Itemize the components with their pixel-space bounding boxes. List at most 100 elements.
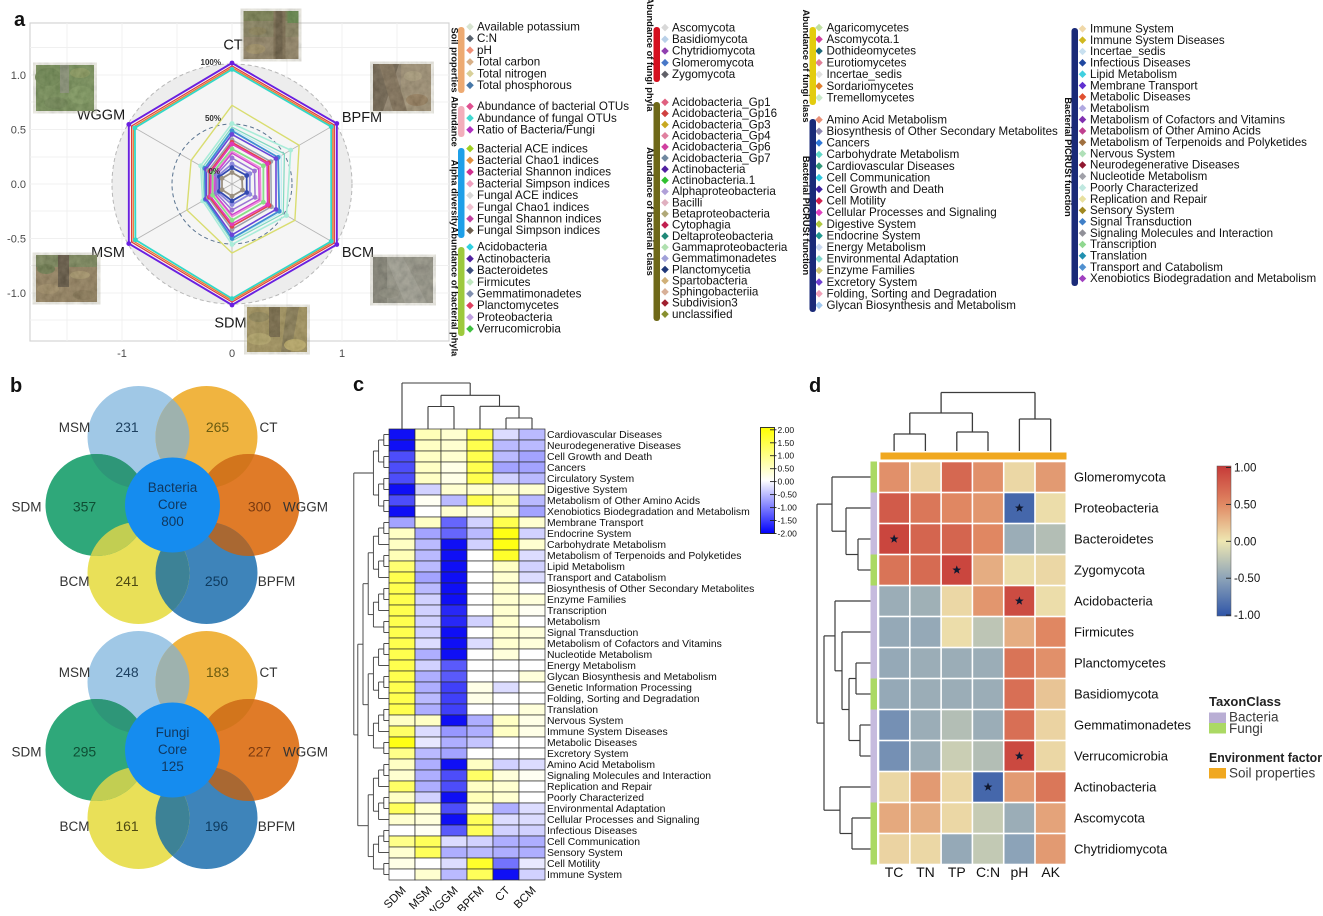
svg-text:Planctomycetia: Planctomycetia [672, 263, 751, 276]
svg-text:Endocrine System: Endocrine System [827, 229, 921, 242]
svg-text:CT: CT [260, 420, 278, 435]
svg-text:Membrane Transport: Membrane Transport [547, 518, 644, 529]
svg-text:BPFM: BPFM [258, 574, 296, 589]
svg-text:SDM: SDM [214, 316, 246, 332]
svg-text:CT: CT [260, 665, 278, 680]
svg-text:Metabolism: Metabolism [547, 617, 600, 628]
svg-text:1.50: 1.50 [778, 438, 795, 448]
svg-text:1.00: 1.00 [1234, 463, 1256, 475]
svg-text:Metabolism of Terpenoids and P: Metabolism of Terpenoids and Polyketides [547, 551, 741, 562]
svg-text:Glomeromycota: Glomeromycota [1074, 470, 1167, 485]
svg-text:TN: TN [916, 864, 935, 880]
svg-text:SDM: SDM [12, 745, 42, 760]
svg-text:Environmental Adaptation: Environmental Adaptation [827, 253, 959, 266]
svg-text:Abundance: Abundance [450, 96, 460, 147]
svg-text:0.00: 0.00 [1234, 536, 1256, 548]
svg-text:Tremellomycetes: Tremellomycetes [827, 92, 915, 105]
svg-text:196: 196 [205, 818, 229, 834]
svg-text:Alpha diversity: Alpha diversity [450, 160, 460, 227]
svg-text:-1.00: -1.00 [1234, 610, 1260, 622]
svg-text:Fungal ACE indices: Fungal ACE indices [477, 189, 578, 202]
svg-text:Biosynthesis of Other Secondar: Biosynthesis of Other Secondary Metaboli… [827, 125, 1059, 138]
svg-text:300: 300 [248, 499, 272, 515]
svg-text:BCM: BCM [60, 819, 90, 834]
svg-text:Deltaproteobacteria: Deltaproteobacteria [672, 230, 774, 243]
svg-text:1.00: 1.00 [778, 451, 795, 461]
svg-text:0.5: 0.5 [11, 125, 26, 137]
svg-text:Carbohydrate Metabolism: Carbohydrate Metabolism [827, 148, 960, 161]
svg-text:TP: TP [948, 864, 966, 880]
svg-text:Proteobacteria: Proteobacteria [1074, 501, 1159, 516]
svg-text:Ascomycota: Ascomycota [1074, 811, 1146, 826]
svg-text:Chytridiomycota: Chytridiomycota [1074, 842, 1168, 857]
svg-text:-2.00: -2.00 [778, 529, 798, 539]
svg-text:Acidobacteria_Gp6: Acidobacteria_Gp6 [672, 141, 771, 154]
svg-text:BPFM: BPFM [342, 110, 382, 126]
svg-text:TaxonClass: TaxonClass [1209, 694, 1281, 709]
svg-text:Core: Core [158, 742, 187, 757]
svg-text:Firmicutes: Firmicutes [1074, 625, 1134, 640]
svg-text:Signaling Molecules and Intera: Signaling Molecules and Interaction [547, 771, 711, 782]
svg-text:Total carbon: Total carbon [477, 56, 540, 69]
svg-text:Fungal Simpson indices: Fungal Simpson indices [477, 224, 600, 237]
svg-text:Environment factor: Environment factor [1209, 750, 1322, 765]
svg-text:Circulatory System: Circulatory System [547, 474, 634, 485]
svg-text:a: a [14, 9, 26, 31]
svg-text:125: 125 [161, 759, 184, 774]
svg-text:Planctomycetes: Planctomycetes [477, 299, 559, 312]
svg-text:161: 161 [115, 818, 139, 834]
svg-text:Cell Motility: Cell Motility [547, 859, 601, 870]
svg-text:MSM: MSM [91, 245, 125, 261]
svg-text:-0.5: -0.5 [7, 234, 26, 246]
svg-text:Digestive System: Digestive System [547, 485, 627, 496]
svg-text:Cancers: Cancers [827, 137, 870, 150]
svg-text:Transcription: Transcription [1090, 238, 1157, 251]
svg-text:0%: 0% [208, 167, 220, 176]
svg-text:Digestive System: Digestive System [827, 218, 917, 231]
svg-text:Nucleotide Metabolism: Nucleotide Metabolism [1090, 170, 1207, 183]
svg-text:Agaricomycetes: Agaricomycetes [827, 21, 910, 34]
svg-text:Immune System: Immune System [547, 870, 622, 881]
svg-text:Cardiovascular Diseases: Cardiovascular Diseases [547, 430, 662, 441]
svg-text:Infectious Diseases: Infectious Diseases [547, 826, 637, 837]
svg-text:Genetic Information Processing: Genetic Information Processing [547, 683, 692, 694]
svg-text:Replication and Repair: Replication and Repair [1090, 193, 1207, 206]
svg-text:Cardiovascular Diseases: Cardiovascular Diseases [827, 160, 955, 173]
svg-text:Carbohydrate Metabolism: Carbohydrate Metabolism [547, 540, 666, 551]
svg-text:Bacteroidetes: Bacteroidetes [1074, 532, 1154, 547]
svg-text:Bacteria: Bacteria [1229, 710, 1279, 725]
svg-text:1: 1 [339, 348, 345, 360]
svg-text:Actinobacteria: Actinobacteria [672, 163, 746, 176]
svg-text:Bacterial Shannon indices: Bacterial Shannon indices [477, 166, 611, 179]
svg-text:Basidiomycota: Basidiomycota [672, 33, 748, 46]
svg-text:Soil properties: Soil properties [450, 27, 460, 92]
svg-text:Immune System Diseases: Immune System Diseases [1090, 34, 1225, 47]
svg-text:Metabolism of Cofactors and Vi: Metabolism of Cofactors and Vitamins [1090, 113, 1285, 126]
svg-text:-1.00: -1.00 [778, 503, 798, 513]
svg-text:Fungal Shannon indices: Fungal Shannon indices [477, 213, 602, 226]
svg-text:Gemmatimonadetes: Gemmatimonadetes [477, 288, 582, 301]
svg-text:pH: pH [1010, 864, 1028, 880]
svg-text:Bacterial Chao1 indices: Bacterial Chao1 indices [477, 154, 599, 167]
svg-text:Signal Transduction: Signal Transduction [1090, 215, 1192, 228]
svg-text:Folding, Sorting and Degradati: Folding, Sorting and Degradation [827, 287, 997, 300]
svg-text:Sensory System: Sensory System [1090, 204, 1174, 217]
svg-text:Abundance of bacterial phyla: Abundance of bacterial phyla [450, 227, 460, 357]
svg-text:Immune System: Immune System [1090, 23, 1174, 36]
svg-text:Available potassium: Available potassium [477, 21, 580, 34]
svg-text:Membrane Transport: Membrane Transport [1090, 79, 1198, 92]
svg-text:Lipid Metabolism: Lipid Metabolism [547, 562, 625, 573]
svg-text:Signal Transduction: Signal Transduction [547, 628, 638, 639]
svg-text:MSM: MSM [59, 665, 91, 680]
svg-text:Environmental Adaptation: Environmental Adaptation [547, 804, 666, 815]
svg-text:Metabolism of Cofactors and Vi: Metabolism of Cofactors and Vitamins [547, 639, 722, 650]
svg-text:Metabolism of Other Amino Acid: Metabolism of Other Amino Acids [1090, 125, 1261, 138]
svg-text:C:N: C:N [976, 864, 1000, 880]
svg-text:Fungi: Fungi [156, 725, 190, 740]
svg-text:Bacterial ACE indices: Bacterial ACE indices [477, 142, 588, 155]
svg-text:Incertae_sedis: Incertae_sedis [827, 68, 903, 81]
svg-text:Excretory System: Excretory System [547, 749, 628, 760]
svg-text:Neurodegenerative Diseases: Neurodegenerative Diseases [547, 441, 681, 452]
svg-text:Immune System Diseases: Immune System Diseases [547, 727, 668, 738]
svg-text:WGGM: WGGM [283, 745, 328, 760]
